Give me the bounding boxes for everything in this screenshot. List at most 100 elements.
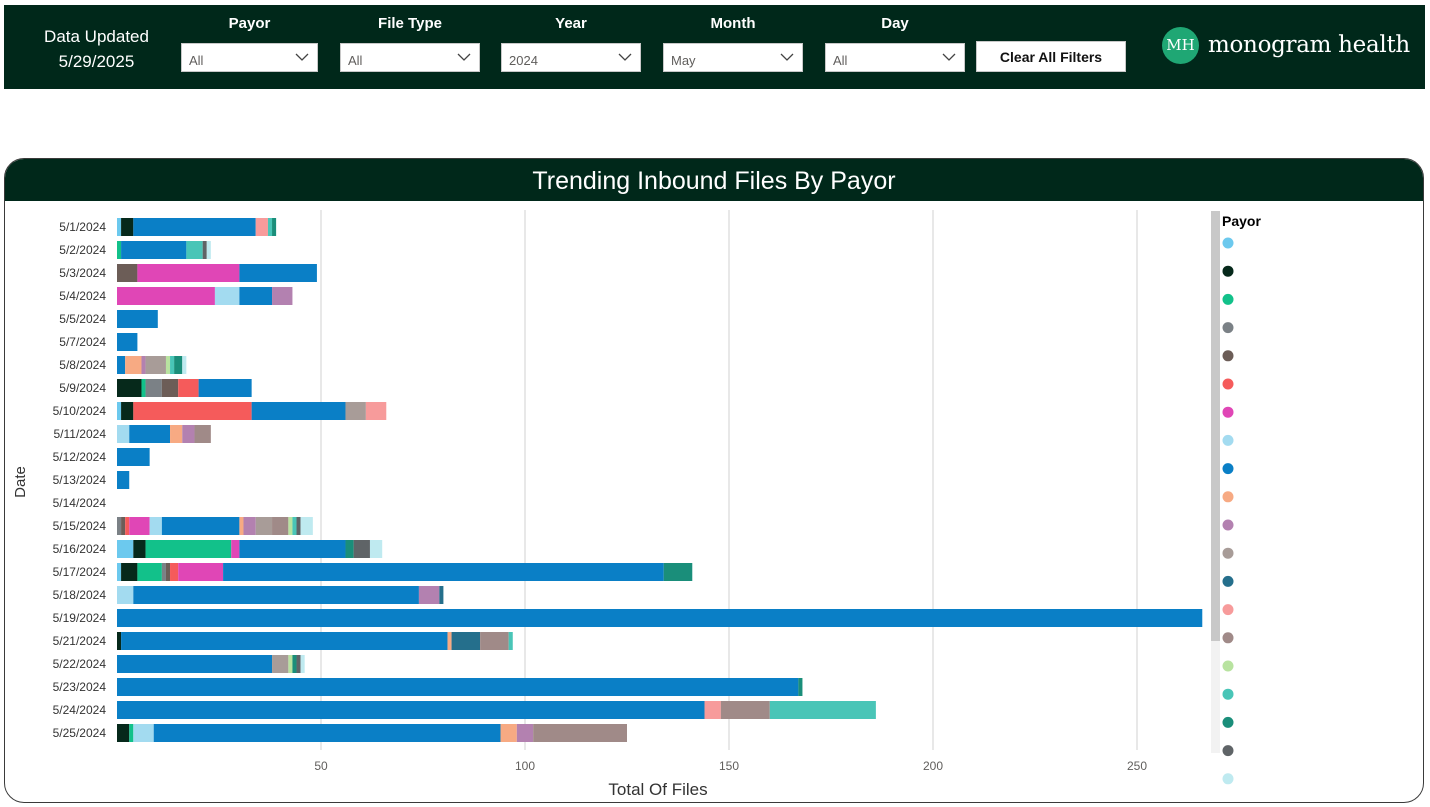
bar-segment: [145, 379, 162, 397]
bar-segment: [533, 724, 627, 742]
legend-marker: [1222, 237, 1234, 249]
y-tick-label: 5/25/2024: [53, 726, 107, 740]
monogram-logo-text: monogram health: [1208, 32, 1410, 58]
year-filter-label: Year: [555, 15, 587, 32]
y-tick-label: 5/10/2024: [53, 404, 107, 418]
bar-segment: [121, 517, 126, 535]
legend-title: Payor: [1222, 213, 1261, 229]
bar-segment: [121, 632, 448, 650]
file-type-filter-label: File Type: [378, 15, 442, 32]
x-axis-label: Total Of Files: [608, 780, 707, 799]
y-tick-label: 5/8/2024: [59, 358, 106, 372]
legend-marker: [1222, 322, 1234, 334]
y-tick-label: 5/18/2024: [53, 588, 107, 602]
day-dropdown[interactable]: All: [825, 43, 965, 72]
bar-segment: [117, 218, 122, 236]
y-tick-label: 5/19/2024: [53, 611, 107, 625]
bar-segment: [133, 586, 419, 604]
legend-marker: [1222, 265, 1234, 277]
bar-segment: [141, 379, 146, 397]
month-dropdown[interactable]: May: [663, 43, 803, 72]
legend-marker: [1222, 547, 1234, 559]
payor-dropdown[interactable]: All: [181, 43, 318, 72]
bar-segment: [508, 632, 513, 650]
bar-segment: [117, 241, 122, 259]
chevron-down-icon: [780, 53, 794, 61]
bar-segment: [182, 425, 195, 443]
bar-segment: [117, 655, 273, 673]
bar-segment: [161, 379, 179, 397]
bar-segment: [117, 264, 138, 282]
bar-segment: [451, 632, 481, 650]
bar-segment: [272, 287, 293, 305]
bar-segment: [447, 632, 452, 650]
bar-segment: [125, 356, 142, 374]
y-tick-label: 5/12/2024: [53, 450, 107, 464]
bar-segment: [720, 701, 770, 719]
bar-segment: [117, 310, 158, 328]
legend-scrollbar-thumb[interactable]: [1211, 211, 1220, 641]
bar-segment: [129, 724, 134, 742]
bar-segment: [145, 356, 166, 374]
y-tick-label: 5/1/2024: [59, 220, 106, 234]
bar-segment: [117, 724, 130, 742]
bar-segment: [137, 264, 240, 282]
chevron-down-icon: [295, 53, 309, 61]
bar-segment: [186, 241, 203, 259]
y-axis-label: Date: [12, 466, 29, 498]
bar-segment: [133, 540, 146, 558]
legend-marker: [1222, 660, 1234, 672]
bar-segment: [174, 356, 183, 374]
bar-segment: [231, 540, 240, 558]
payor-dropdown-value: All: [189, 53, 204, 68]
file-type-dropdown[interactable]: All: [340, 43, 480, 72]
year-dropdown[interactable]: 2024: [501, 43, 641, 72]
bar-segment: [769, 701, 876, 719]
bar-segment: [117, 701, 705, 719]
bar-segment: [117, 402, 122, 420]
y-tick-label: 5/3/2024: [59, 266, 106, 280]
bar-segment: [345, 540, 354, 558]
bar-segment: [117, 517, 122, 535]
stacked-bar-chart: 50 100 150 200 250 5/1/2024 5/2/2024 5/3/2024 5/…: [12, 210, 1234, 799]
chevron-down-icon: [618, 53, 632, 61]
bar-segment: [117, 609, 1203, 627]
data-updated: Data Updated 5/29/2025: [14, 24, 179, 74]
day-dropdown-value: All: [833, 53, 848, 68]
bar-segment: [272, 517, 289, 535]
bar-segment: [117, 563, 122, 581]
bar-segment: [133, 402, 252, 420]
bar-segment: [182, 356, 187, 374]
legend-marker: [1222, 463, 1234, 475]
bar-segment: [418, 586, 440, 604]
bar-segment: [288, 655, 293, 673]
bar-segment: [129, 425, 171, 443]
bar-segment: [223, 563, 664, 581]
bar-segment: [239, 287, 273, 305]
bar-segment: [121, 563, 138, 581]
monogram-health-logo: MH monogram health: [1162, 25, 1410, 65]
legend-marker: [1222, 378, 1234, 390]
legend-marker: [1222, 406, 1234, 418]
bar-segment: [117, 356, 126, 374]
bar-segment: [202, 241, 207, 259]
y-tick-label: 5/21/2024: [53, 634, 107, 648]
month-filter-label: Month: [710, 15, 756, 32]
legend-marker: [1222, 293, 1234, 305]
chevron-down-icon: [942, 53, 956, 61]
bar-segment: [121, 402, 134, 420]
bar-segment: [129, 517, 150, 535]
month-dropdown-value: May: [671, 53, 696, 68]
bar-segment: [170, 356, 175, 374]
bar-segment: [239, 517, 244, 535]
day-filter-label: Day: [881, 15, 909, 32]
bar-segment: [272, 218, 277, 236]
bar-segment: [117, 448, 150, 466]
bar-segment: [117, 333, 138, 351]
bar-segment: [149, 517, 162, 535]
legend-marker: [1222, 716, 1234, 728]
clear-all-filters-button[interactable]: Clear All Filters: [976, 41, 1126, 72]
x-tick-label: 100: [515, 759, 535, 773]
bar-segment: [137, 563, 162, 581]
bar-segment: [117, 540, 134, 558]
